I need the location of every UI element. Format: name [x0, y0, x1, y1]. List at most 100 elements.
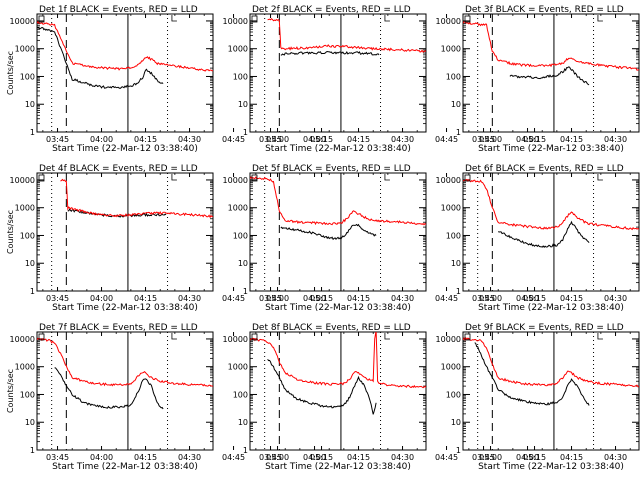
x-tick-label: 03:45: [259, 294, 282, 303]
x-tick-label: 04:15: [134, 453, 157, 462]
series-lld: [267, 18, 426, 53]
y-tick-label: 10: [25, 259, 35, 268]
y-tick-label: 100: [233, 231, 248, 240]
y-tick-label: 10000: [223, 176, 248, 185]
plot-frame: [36, 172, 214, 292]
x-tick-label: 04:30: [604, 135, 627, 144]
series-events: [54, 367, 164, 410]
x-tick-label: 05:00: [479, 294, 502, 303]
plot-frame: [462, 331, 640, 451]
y-tick-label: 10: [238, 100, 248, 109]
corner-marker-box: [251, 15, 258, 23]
x-tick-label: 05:15: [310, 135, 333, 144]
y-tick-label: 10000: [436, 176, 461, 185]
series-events: [280, 50, 380, 56]
corner-marker-l: [171, 333, 177, 340]
y-tick-label: 10: [25, 100, 35, 109]
panel-title: Det 1f BLACK = Events, RED = LLD: [39, 5, 198, 15]
x-axis-label: Start Time (22-Mar-12 03:38:40): [52, 303, 198, 313]
y-tick-label: 100: [446, 231, 461, 240]
y-tick-label: 10: [451, 100, 461, 109]
series-lld: [250, 176, 426, 226]
panel-5: Det 5f BLACK = Events, RED = LLD11010010…: [223, 164, 547, 313]
y-tick-label: 1: [243, 128, 248, 137]
plot-frame: [36, 331, 214, 451]
y-tick-label: 10000: [436, 335, 461, 344]
y-tick-label: 1000: [15, 363, 35, 372]
panel-title: Det 7f BLACK = Events, RED = LLD: [39, 323, 198, 333]
series-events: [267, 358, 377, 415]
x-tick-label: 05:00: [266, 135, 289, 144]
y-tick-label: 1: [30, 287, 35, 296]
y-tick-label: 100: [20, 72, 35, 81]
y-tick-label: 1: [456, 128, 461, 137]
series-events: [474, 342, 590, 406]
panel-title: Det 2f BLACK = Events, RED = LLD: [252, 5, 411, 15]
series-lld: [37, 337, 213, 387]
x-tick-label: 05:15: [523, 135, 546, 144]
x-tick-label: 05:00: [479, 453, 502, 462]
series-lld: [250, 332, 426, 389]
y-tick-label: 100: [446, 72, 461, 81]
y-tick-label: 1000: [441, 45, 461, 54]
series-lld: [463, 21, 639, 71]
panel-2: Det 2f BLACK = Events, RED = LLD11010010…: [223, 5, 547, 154]
x-tick-label: 05:00: [479, 135, 502, 144]
y-axis-label: Counts/sec: [6, 369, 15, 413]
x-axis-label: Start Time (22-Mar-12 03:38:40): [478, 303, 624, 313]
series-events: [498, 220, 590, 248]
y-tick-label: 1: [456, 287, 461, 296]
corner-marker-l: [171, 15, 177, 22]
y-tick-label: 1000: [441, 363, 461, 372]
x-tick-label: 04:30: [391, 453, 414, 462]
series-lld: [60, 178, 213, 219]
x-axis-label: Start Time (22-Mar-12 03:38:40): [52, 144, 198, 154]
x-tick-label: 03:45: [46, 135, 69, 144]
panel-title: Det 3f BLACK = Events, RED = LLD: [465, 5, 624, 15]
y-tick-label: 10000: [436, 17, 461, 26]
x-tick-label: 04:45: [222, 294, 245, 303]
corner-marker-l: [597, 15, 603, 22]
x-tick-label: 04:15: [560, 135, 583, 144]
y-tick-label: 1: [30, 446, 35, 455]
x-tick-label: 04:45: [222, 453, 245, 462]
x-tick-label: 03:45: [472, 135, 495, 144]
y-tick-label: 100: [233, 390, 248, 399]
corner-marker-box: [464, 333, 471, 341]
series-lld: [463, 178, 639, 231]
plot-frame: [249, 13, 427, 133]
x-axis-label: Start Time (22-Mar-12 03:38:40): [265, 462, 411, 472]
panel-title: Det 6f BLACK = Events, RED = LLD: [465, 164, 624, 174]
x-tick-label: 05:15: [523, 294, 546, 303]
y-tick-label: 1000: [15, 204, 35, 213]
y-tick-label: 1000: [228, 363, 248, 372]
corner-marker-box: [38, 174, 45, 182]
corner-marker-box: [251, 333, 258, 341]
panel-title: Det 9f BLACK = Events, RED = LLD: [465, 323, 624, 333]
x-axis-label: Start Time (22-Mar-12 03:38:40): [478, 462, 624, 472]
y-tick-label: 10000: [223, 335, 248, 344]
x-tick-label: 03:45: [472, 294, 495, 303]
corner-marker-box: [464, 15, 471, 23]
panel-6: Det 6f BLACK = Events, RED = LLD 1 10 100 10…: [436, 164, 640, 313]
corner-marker-box: [38, 15, 45, 23]
x-tick-label: 04:00: [303, 135, 326, 144]
y-tick-label: 10: [238, 418, 248, 427]
panel-1: Det 1f BLACK = Events, RED = LLD 1 10 100 10…: [6, 5, 333, 154]
y-tick-label: 10000: [10, 176, 35, 185]
x-tick-label: 04:30: [604, 453, 627, 462]
corner-marker-l: [384, 15, 390, 22]
panel-8: Det 8f BLACK = Events, RED = LLD11010010…: [223, 323, 547, 472]
y-tick-label: 100: [20, 231, 35, 240]
corner-marker-box: [38, 333, 45, 341]
x-axis-label: Start Time (22-Mar-12 03:38:40): [265, 144, 411, 154]
y-tick-label: 10: [238, 259, 248, 268]
y-tick-label: 1: [456, 446, 461, 455]
panel-4: Det 4f BLACK = Events, RED = LLD11010010…: [6, 164, 333, 313]
y-tick-label: 1: [243, 287, 248, 296]
y-tick-label: 10000: [223, 17, 248, 26]
y-tick-label: 10: [451, 259, 461, 268]
x-tick-label: 03:45: [46, 453, 69, 462]
panel-title: Det 5f BLACK = Events, RED = LLD: [252, 164, 411, 174]
